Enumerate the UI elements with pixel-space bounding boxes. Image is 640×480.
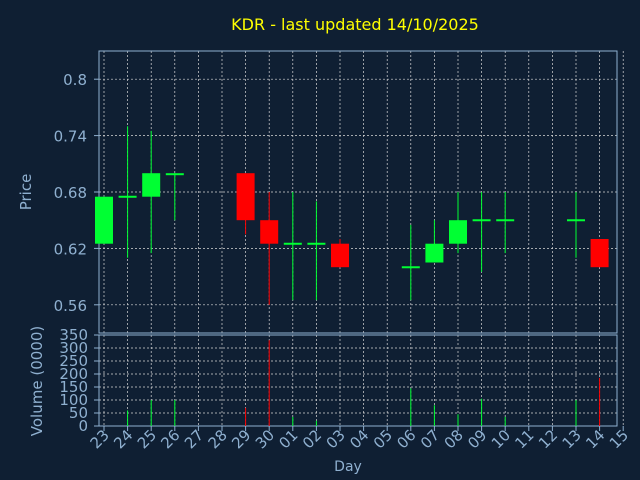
candle-body bbox=[567, 219, 585, 222]
day-tick-label: 05 bbox=[370, 426, 396, 452]
candle-body bbox=[165, 173, 184, 176]
volume-tick-label: 50 bbox=[69, 404, 88, 422]
candle-body bbox=[472, 219, 491, 222]
day-tick-label: 25 bbox=[134, 426, 160, 452]
price-plot-frame bbox=[98, 50, 618, 334]
candle-body bbox=[236, 173, 255, 221]
day-tick-label: 23 bbox=[87, 426, 113, 452]
volume-tick-label: 100 bbox=[59, 391, 88, 409]
volume-axis-label: Volume (0000) bbox=[28, 326, 46, 436]
day-tick-label: 27 bbox=[181, 426, 207, 452]
day-tick-label: 14 bbox=[582, 426, 608, 452]
volume-panel: 2324252627282930010203040506070809101112… bbox=[59, 326, 632, 452]
day-tick-label: 12 bbox=[535, 426, 561, 452]
day-tick-label: 26 bbox=[157, 426, 183, 452]
price-axis-label: Price bbox=[17, 174, 35, 211]
day-tick-label: 11 bbox=[511, 426, 537, 452]
volume-tick-label: 350 bbox=[59, 326, 88, 344]
candle-body bbox=[331, 243, 349, 268]
volume-tick-label: 150 bbox=[59, 378, 88, 396]
day-tick-label: 08 bbox=[441, 426, 467, 452]
day-tick-label: 10 bbox=[488, 426, 514, 452]
day-tick-label: 15 bbox=[606, 426, 632, 452]
price-tick-label: 0.74 bbox=[54, 128, 87, 146]
day-tick-label: 13 bbox=[559, 426, 585, 452]
day-tick-label: 30 bbox=[252, 426, 278, 452]
candle-body bbox=[95, 196, 113, 244]
volume-tick-label: 300 bbox=[59, 339, 88, 357]
chart-title: KDR - last updated 14/10/2025 bbox=[231, 15, 479, 34]
day-tick-label: 06 bbox=[393, 426, 419, 452]
candle-body bbox=[449, 220, 467, 244]
day-tick-label: 07 bbox=[417, 426, 443, 452]
candle-body bbox=[118, 195, 137, 198]
candle-body bbox=[307, 242, 326, 245]
candle-body bbox=[401, 266, 420, 269]
day-tick-label: 09 bbox=[464, 426, 490, 452]
x-axis-label: Day bbox=[334, 459, 362, 475]
candle-body bbox=[590, 239, 609, 268]
volume-plot-frame bbox=[98, 334, 618, 427]
price-tick-label: 0.56 bbox=[54, 297, 87, 315]
price-panel: 0.56 0.62 0.68 0.74 0.8 bbox=[54, 50, 624, 334]
day-tick-label: 02 bbox=[299, 426, 325, 452]
day-tick-label: 03 bbox=[323, 426, 349, 452]
candle-body bbox=[260, 220, 279, 244]
day-tick-label: 28 bbox=[205, 426, 231, 452]
volume-tick-label: 200 bbox=[59, 365, 88, 383]
candle-body bbox=[496, 219, 515, 222]
candle-body bbox=[142, 173, 161, 197]
candle-body bbox=[425, 243, 444, 263]
volume-tick-label: 250 bbox=[59, 352, 88, 370]
day-tick-label: 04 bbox=[346, 426, 372, 452]
price-tick-label: 0.8 bbox=[63, 71, 87, 89]
day-tick-label: 29 bbox=[228, 426, 254, 452]
price-tick-label: 0.68 bbox=[54, 184, 87, 202]
candle-body bbox=[283, 242, 302, 245]
day-tick-label: 24 bbox=[110, 426, 136, 452]
price-tick-label: 0.62 bbox=[54, 240, 87, 258]
day-tick-label: 01 bbox=[275, 426, 301, 452]
volume-tick-label: 0 bbox=[78, 417, 88, 435]
